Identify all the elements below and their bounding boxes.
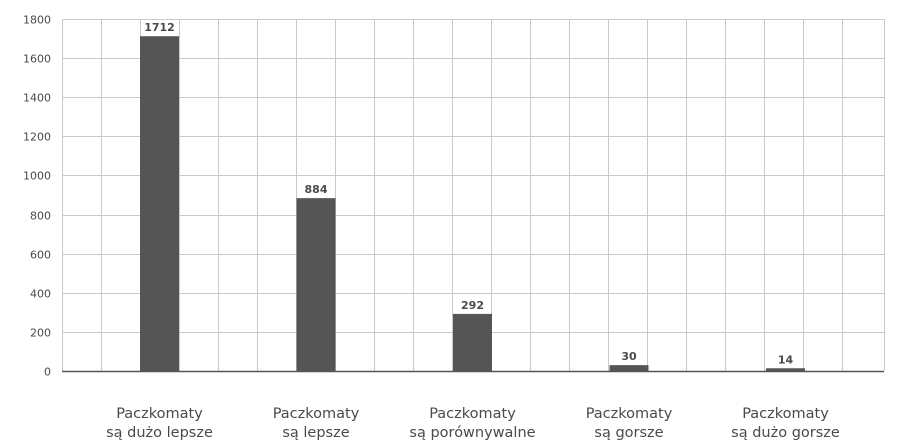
category-label: Paczkomaty są dużo lepsze [106,406,213,441]
y-tick-label: 1200 [23,131,51,144]
bar [609,365,649,371]
y-tick-label: 1800 [23,14,51,27]
data-label: 14 [778,353,794,366]
y-axis-tick-labels: 0 200 400 600 800 1000 1200 1400 1600 1800 [23,14,51,379]
data-labels: 1712 884 292 30 14 [144,21,793,366]
y-tick-label: 600 [30,249,51,262]
data-label: 30 [621,350,637,363]
category-label-line: są dużo lepsze [106,425,213,441]
category-label-line: Paczkomaty [742,406,829,422]
category-label: Paczkomaty są gorsze [586,406,673,441]
y-tick-label: 0 [44,366,51,379]
data-label: 292 [461,299,484,312]
y-tick-label: 1400 [23,92,51,105]
category-label: Paczkomaty są dużo gorsze [731,406,840,441]
bars [140,36,805,371]
category-label: Paczkomaty są porównywalne [409,406,535,441]
data-label: 884 [305,183,328,196]
category-label-line: są dużo gorsze [731,425,840,441]
bar [453,313,492,371]
y-tick-label: 200 [30,327,51,340]
category-label-line: są gorsze [594,425,663,441]
y-tick-label: 1000 [23,170,51,183]
bar [296,198,336,371]
data-label: 1712 [144,21,175,34]
category-label-line: są lepsze [282,425,349,441]
category-label-line: Paczkomaty [116,406,203,422]
category-labels: Paczkomaty są dużo lepsze Paczkomaty są lep… [106,406,840,441]
category-label-line: Paczkomaty [273,406,360,422]
y-tick-label: 1600 [23,53,51,66]
y-tick-label: 400 [30,288,51,301]
bar [140,36,179,371]
y-tick-label: 800 [30,210,51,223]
category-label-line: są porównywalne [409,425,535,441]
category-label-line: Paczkomaty [429,406,516,422]
category-label: Paczkomaty są lepsze [273,406,360,441]
bar [766,368,805,371]
category-label-line: Paczkomaty [586,406,673,422]
